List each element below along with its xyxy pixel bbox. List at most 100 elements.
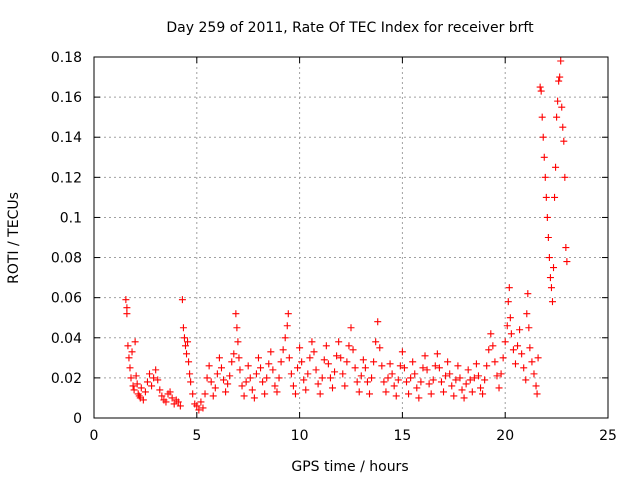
data-point [238, 382, 246, 390]
data-point [300, 376, 308, 384]
data-point [400, 364, 408, 372]
data-point [427, 390, 435, 398]
data-point [263, 374, 271, 382]
data-point [162, 398, 170, 406]
plot-frame [93, 56, 609, 419]
data-point [495, 384, 503, 392]
data-point [269, 366, 277, 374]
data-point [343, 358, 351, 366]
data-point [326, 374, 334, 382]
data-point [316, 390, 324, 398]
data-point [551, 193, 559, 201]
data-point [409, 358, 417, 366]
data-point [267, 348, 275, 356]
data-point [133, 380, 141, 388]
data-point [187, 378, 195, 386]
data-point [506, 314, 514, 322]
data-point [556, 73, 564, 81]
data-point [233, 324, 241, 332]
data-point [242, 378, 250, 386]
data-point [308, 338, 316, 346]
x-tick-label: 10 [291, 428, 309, 444]
data-point [487, 330, 495, 338]
data-point [503, 322, 511, 330]
x-tick-label: 20 [496, 428, 514, 444]
data-point [491, 358, 499, 366]
data-point [226, 372, 234, 380]
data-point [285, 354, 293, 362]
data-point [252, 370, 260, 378]
y-tick-label: 0.06 [51, 291, 82, 307]
y-tick-label: 0.04 [51, 331, 82, 347]
data-point [335, 338, 343, 346]
axes [93, 56, 609, 419]
data-point [544, 234, 552, 241]
data-point [124, 342, 132, 350]
data-point [538, 113, 546, 121]
data-point [548, 298, 556, 306]
data-point [232, 310, 240, 318]
data-point [152, 366, 160, 374]
data-point [366, 390, 374, 398]
y-tick-label: 0.14 [51, 130, 82, 146]
data-point [363, 378, 371, 386]
data-point [407, 374, 415, 382]
data-point [390, 382, 398, 390]
data-point [322, 342, 330, 350]
x-tick-label: 0 [90, 428, 99, 444]
data-point [396, 362, 404, 370]
data-point [281, 334, 289, 342]
data-point [563, 258, 571, 266]
chart-title: Day 259 of 2011, Rate Of TEC Index for r… [166, 20, 534, 36]
data-point [481, 376, 489, 384]
data-point [435, 364, 443, 372]
data-point [561, 173, 569, 181]
data-point [217, 364, 225, 372]
data-point [141, 388, 149, 396]
data-point [156, 386, 164, 394]
data-point [477, 384, 485, 392]
data-point [236, 366, 244, 374]
data-point [235, 354, 243, 362]
data-point [501, 338, 509, 346]
data-point [452, 376, 460, 384]
data-point [509, 346, 517, 354]
data-point [205, 362, 213, 370]
data-point [522, 376, 530, 384]
data-point [558, 103, 566, 111]
data-point [222, 388, 230, 396]
data-point [419, 364, 427, 372]
data-point [127, 374, 135, 382]
data-point [384, 374, 392, 382]
data-point [359, 356, 367, 364]
data-point [394, 376, 402, 384]
data-point [199, 404, 207, 412]
data-point [450, 392, 458, 400]
data-point [287, 370, 295, 378]
data-points [122, 57, 571, 414]
data-point [139, 396, 147, 404]
data-point [413, 384, 421, 392]
data-point [388, 370, 396, 378]
data-point [429, 376, 437, 384]
data-point [526, 344, 534, 352]
data-point [505, 284, 513, 292]
data-point [341, 382, 349, 390]
data-point [328, 384, 336, 392]
data-point [425, 380, 433, 388]
data-point [472, 360, 480, 368]
data-point [537, 87, 545, 95]
data-point [547, 284, 555, 292]
data-point [524, 290, 532, 298]
data-point [415, 394, 423, 402]
data-point [374, 318, 382, 326]
x-tick-label: 5 [192, 428, 201, 444]
data-point [228, 358, 236, 366]
data-point [207, 378, 215, 386]
data-point [143, 378, 151, 386]
data-point [386, 360, 394, 368]
data-point [403, 378, 411, 386]
data-point [417, 378, 425, 386]
data-point [184, 338, 192, 346]
data-point [123, 304, 131, 312]
